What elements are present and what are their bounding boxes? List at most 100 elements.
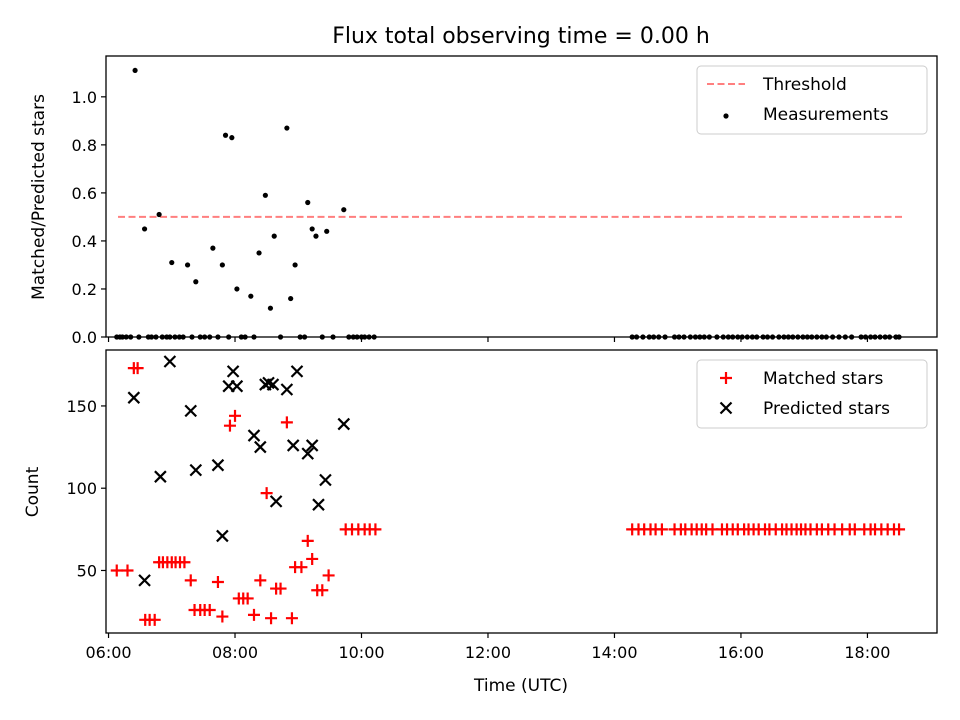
ratio-measurement-point	[219, 262, 225, 268]
count-predicted-point	[280, 383, 294, 396]
ratio-measurement-point	[156, 211, 162, 218]
count-matched-point	[274, 582, 287, 595]
ratio-measurement-point	[193, 279, 199, 285]
count-x-tick-label: 18:00	[844, 643, 890, 662]
count-legend-label: Matched stars	[763, 369, 883, 389]
ratio-measurement-point	[234, 286, 240, 292]
ratio-measurement-point	[222, 132, 229, 138]
figure-title: Flux total observing time = 0.00 h	[332, 24, 710, 49]
ratio-measurement-point	[271, 233, 277, 239]
count-matched-point	[285, 612, 298, 625]
count-matched-point	[178, 556, 191, 569]
count-matched-point	[121, 564, 134, 577]
ratio-measurement-point	[324, 228, 330, 234]
ratio-measurement-point	[288, 295, 294, 302]
ratio-measurement-point	[267, 305, 274, 311]
ratio-measurement-point	[169, 259, 175, 266]
count-y-tick-label: 50	[77, 561, 97, 580]
count-matched-point	[110, 564, 123, 577]
ratio-y-tick-label: 0.2	[72, 280, 97, 299]
count-matched-point	[316, 584, 329, 597]
ratio-measurement-point	[132, 67, 138, 74]
ratio-measurement-point	[248, 293, 254, 299]
ratio-legend-box	[696, 65, 928, 135]
ratio-measurement-point	[305, 199, 311, 206]
ratio-measurement-point	[262, 192, 268, 198]
ratio-y-tick-label: 1.0	[72, 88, 97, 107]
count-predicted-point	[305, 439, 319, 452]
ratio-panel: 0.0 0.2 0.4 0.6 0.8 1.0 Matched/Predicted sta…	[29, 55, 938, 347]
count-x-tick-label: 14:00	[591, 643, 637, 662]
count-matched-point	[260, 487, 273, 500]
count-plot-marks	[110, 355, 906, 626]
count-matched-point	[306, 552, 319, 565]
count-matched-point	[265, 612, 278, 625]
ratio-measurement-point	[292, 262, 298, 268]
ratio-measurement-point	[256, 250, 262, 256]
count-panel-frame	[105, 349, 938, 634]
count-matched-point	[247, 608, 260, 621]
ratio-legend-label: Measurements	[763, 105, 889, 125]
count-matched-point	[184, 574, 197, 587]
count-matched-point	[203, 603, 216, 616]
count-predicted-point	[189, 463, 203, 477]
ratio-measurement-point	[341, 207, 347, 213]
count-predicted-point	[319, 473, 332, 487]
count-predicted-point	[154, 470, 167, 483]
count-legend-matched-swatch	[720, 372, 732, 384]
ratio-measurement-point	[141, 226, 148, 232]
ratio-y-axis-label: Matched/Predicted stars	[29, 94, 49, 300]
count-predicted-point	[211, 458, 225, 472]
count-predicted-point	[226, 365, 240, 378]
ratio-measurement-point	[210, 245, 216, 251]
ratio-y-tick-label: 0.8	[72, 136, 97, 155]
count-panel: 50 100 150 06:00 08:00 10:00 12:00 14:00 16:00 18…	[23, 349, 938, 696]
count-x-tick-label: 06:00	[85, 643, 131, 662]
count-predicted-point	[301, 447, 315, 460]
count-legend-predicted-swatch	[719, 401, 733, 415]
count-matched-point	[893, 523, 906, 536]
ratio-panel-axes: 0.0 0.2 0.4 0.6 0.8 1.0	[72, 88, 869, 347]
count-predicted-point	[138, 574, 151, 587]
count-predicted-point	[286, 439, 300, 452]
count-legend: Matched stars Predicted stars	[696, 359, 928, 429]
count-x-tick-label: 08:00	[212, 643, 258, 662]
count-predicted-point	[312, 498, 325, 511]
count-matched-point	[148, 613, 161, 626]
count-matched-point	[254, 574, 267, 587]
count-matched-point	[241, 592, 254, 605]
count-matched-point	[295, 561, 308, 574]
count-y-tick-label: 150	[66, 397, 97, 416]
ratio-measurement-point	[313, 233, 319, 239]
count-panel-axes: 50 100 150 06:00 08:00 10:00 12:00 14:00 16:00 18…	[66, 397, 890, 662]
count-legend-box	[696, 359, 928, 429]
count-y-tick-label: 100	[66, 479, 97, 498]
count-matched-point	[369, 523, 382, 536]
count-matched-point	[655, 523, 668, 536]
count-predicted-point	[290, 365, 304, 378]
count-matched-point	[229, 409, 242, 422]
ratio-measurement-point	[229, 135, 235, 141]
count-predicted-point	[337, 417, 351, 431]
count-matched-point	[216, 610, 229, 623]
count-matched-point	[301, 534, 314, 547]
ratio-measurement-point	[184, 262, 191, 268]
count-predicted-point	[184, 404, 198, 418]
count-x-tick-label: 12:00	[465, 643, 511, 662]
time-x-axis-label: Time (UTC)	[473, 676, 568, 696]
count-predicted-point	[230, 379, 244, 393]
ratio-panel-frame	[105, 55, 938, 338]
ratio-y-tick-label: 0.6	[72, 184, 97, 203]
count-predicted-point	[163, 355, 177, 368]
count-matched-point	[211, 575, 224, 588]
count-legend-label: Predicted stars	[763, 399, 890, 419]
count-matched-point	[131, 362, 144, 375]
ratio-measurement-point	[309, 226, 315, 232]
count-matched-point	[223, 419, 236, 432]
count-predicted-point	[216, 529, 229, 543]
count-y-axis-label: Count	[23, 466, 43, 517]
count-predicted-point	[254, 440, 267, 454]
count-predicted-point	[127, 391, 141, 404]
ratio-legend-measurement-swatch	[723, 113, 729, 119]
